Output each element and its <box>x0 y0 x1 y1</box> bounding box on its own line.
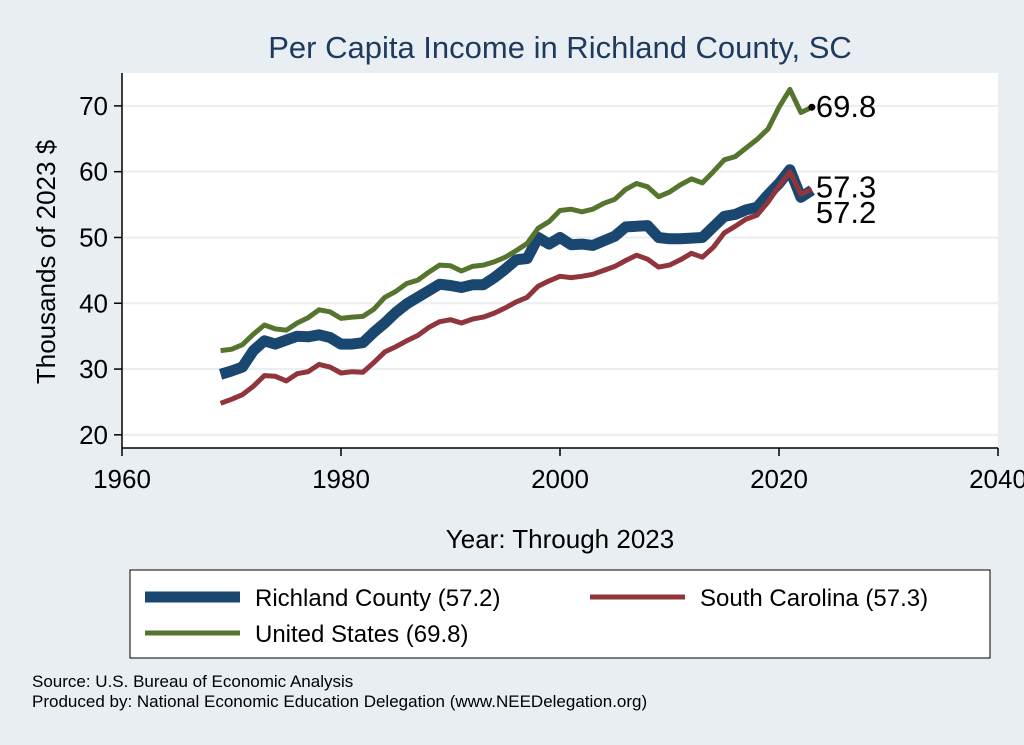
y-tick-label: 60 <box>79 157 108 187</box>
x-tick-label: 2020 <box>750 464 808 494</box>
y-tick-label: 20 <box>79 420 108 450</box>
x-tick-label: 1960 <box>93 464 151 494</box>
y-tick-label: 30 <box>79 354 108 384</box>
legend-label-united-states: United States (69.8) <box>255 621 468 648</box>
y-tick-label: 70 <box>79 91 108 121</box>
produced-by-note: Produced by: National Economic Education… <box>32 692 648 711</box>
x-tick-label: 2040 <box>969 464 1024 494</box>
end-labels: 57.257.3 69.8 <box>808 89 876 230</box>
grid-lines <box>122 104 998 436</box>
plot-area <box>122 73 998 448</box>
y-tick-label: 40 <box>79 288 108 318</box>
end-label-richland-county: 57.2 <box>816 195 876 230</box>
series-line-united-states <box>220 86 813 354</box>
series-lines <box>219 86 815 406</box>
end-marker-united-states <box>808 103 816 111</box>
x-ticks: 1960 1980 2000 2020 2040 <box>93 448 1024 494</box>
end-label-united-states: 69.8 <box>816 89 876 124</box>
series-line-richland-county <box>219 164 815 380</box>
y-axis-label: Thousands of 2023 $ <box>31 139 61 384</box>
x-tick-label: 1980 <box>312 464 370 494</box>
y-tick-label: 50 <box>79 222 108 252</box>
y-ticks: 20 30 40 50 60 70 <box>79 91 122 450</box>
x-axis-label: Year: Through 2023 <box>446 524 674 554</box>
x-tick-label: 2000 <box>531 464 589 494</box>
legend-box <box>129 569 991 659</box>
chart-title: Per Capita Income in Richland County, SC <box>268 30 852 65</box>
legend: Richland County (57.2) South Carolina (5… <box>129 569 991 659</box>
end-label-south-carolina: 57.3 <box>816 169 876 204</box>
legend-label-richland: Richland County (57.2) <box>255 585 500 612</box>
series-line-south-carolina <box>219 169 813 406</box>
source-note: Source: U.S. Bureau of Economic Analysis <box>32 672 354 691</box>
legend-label-south-carolina: South Carolina (57.3) <box>700 585 928 612</box>
